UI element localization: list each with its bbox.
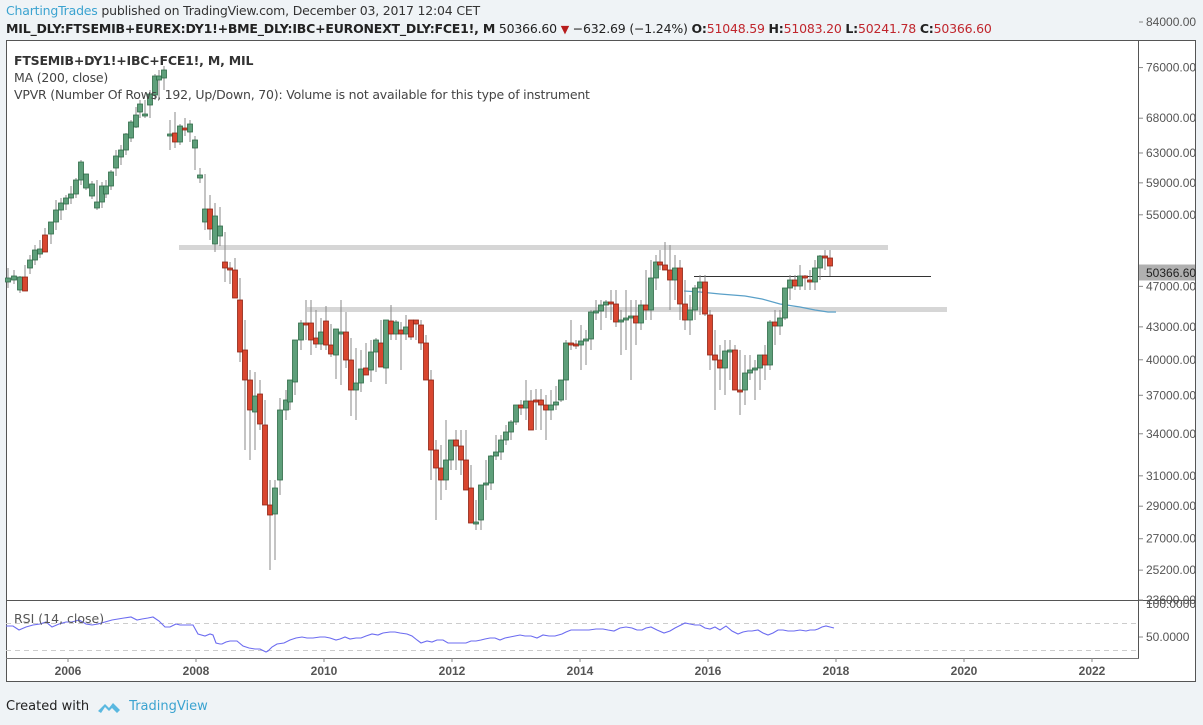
legend-vpvr[interactable]: VPVR (Number Of Rows, 192, Up/Down, 70):… [14,87,590,102]
time-axis[interactable]: 2006 2008 2010 2012 2014 2016 2018 2020 2022 [55,658,1106,678]
price-change: −632.69 (−1.24%) [572,21,688,36]
ma-200-line [683,290,836,313]
rsi-pane: 50.0000 100.0000 [6,597,1196,653]
tradingview-logo-icon [98,702,121,713]
time-tick-label: 2020 [951,664,978,678]
publisher-line: ChartingTrades published on TradingView.… [6,3,480,18]
high-label: H: [768,21,784,36]
time-tick-label: 2018 [823,664,850,678]
price-tick-label: 84000.00 [1146,15,1196,29]
symbol-quote-line: MIL_DLY:FTSEMIB+EUREX:DY1!+BME_DLY:IBC+E… [6,21,992,36]
price-tick-label: 37000.00 [1146,388,1196,402]
low-value: 50241.78 [857,21,917,36]
time-tick-label: 2010 [311,664,338,678]
close-value: 50366.60 [933,21,992,36]
symbol-name: MIL_DLY:FTSEMIB+EUREX:DY1!+BME_DLY:IBC+E… [6,21,496,36]
time-tick-label: 2022 [1079,664,1106,678]
tradingview-link[interactable]: TradingView [129,699,208,714]
price-tick-label: 40000.00 [1146,353,1196,367]
open-label: O: [691,21,707,36]
price-tick-label: 29000.00 [1146,499,1196,513]
chart-frame [6,40,1196,682]
time-tick-label: 2012 [439,664,466,678]
horizontal-levels[interactable] [179,245,947,312]
rsi-legend[interactable]: RSI (14, close) [14,611,105,626]
chart-legend: FTSEMIB+DY1!+IBC+FCE1!, M, MIL MA (200, … [14,52,590,103]
rsi-tick-label: 50.0000 [1146,630,1190,644]
rsi-tick-label: 100.0000 [1146,597,1196,611]
created-with-label: Created with [6,699,90,714]
time-tick-label: 2006 [55,664,82,678]
price-tick-label: 31000.00 [1146,469,1196,483]
price-tick-label: 59000.00 [1146,176,1196,190]
time-tick-label: 2008 [183,664,210,678]
price-tick-label: 25200.00 [1146,563,1196,577]
resistance-zone-upper[interactable] [179,245,888,250]
last-price-tag [1139,264,1195,281]
time-tick-label: 2014 [567,664,594,678]
legend-ma[interactable]: MA (200, close) [14,70,109,85]
close-label: C: [919,21,934,36]
price-tick-label: 76000.00 [1146,61,1196,75]
price-tick-label: 63000.00 [1146,146,1196,160]
author-link[interactable]: ChartingTrades [6,3,98,18]
published-info: published on TradingView.com, December 0… [97,3,480,18]
price-tick-label: 68000.00 [1146,111,1196,125]
high-value: 51083.20 [783,21,842,36]
resistance-zone-lower[interactable] [307,307,947,312]
svg-text:50366.60: 50366.60 [1146,266,1196,280]
price-tick-label: 23600.00 [1146,593,1196,607]
candlestick-series [5,66,833,570]
down-arrow-icon: ▼ [560,23,569,36]
rsi-line [6,616,835,653]
low-label: L: [845,21,858,36]
price-tick-label: 43000.00 [1146,320,1196,334]
legend-symbol: FTSEMIB+DY1!+IBC+FCE1!, M, MIL [14,53,254,68]
price-tick-label: 34000.00 [1146,427,1196,441]
footer: Created with TradingView [6,699,208,714]
open-value: 51048.59 [706,21,765,36]
last-price: 50366.60 [498,21,557,36]
price-tick-label: 47000.00 [1146,279,1196,293]
price-tick-label: 27000.00 [1146,532,1196,546]
price-tick-label: 55000.00 [1146,208,1196,222]
price-axis[interactable]: 84000.00 76000.00 68000.00 63000.00 59000.00… [1139,15,1196,607]
time-tick-label: 2016 [695,664,722,678]
